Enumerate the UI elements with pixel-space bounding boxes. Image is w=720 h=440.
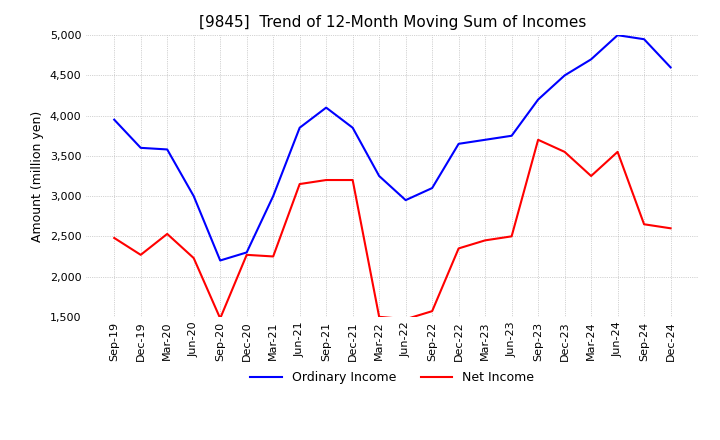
Ordinary Income bbox=[136, 145, 145, 150]
Net Income bbox=[216, 316, 225, 321]
Net Income bbox=[269, 254, 277, 259]
Ordinary Income bbox=[454, 141, 463, 147]
Net Income bbox=[163, 231, 171, 237]
Net Income bbox=[136, 252, 145, 257]
Ordinary Income bbox=[216, 258, 225, 263]
Net Income bbox=[560, 149, 569, 154]
Ordinary Income bbox=[375, 173, 384, 179]
Net Income bbox=[428, 308, 436, 314]
Title: [9845]  Trend of 12-Month Moving Sum of Incomes: [9845] Trend of 12-Month Moving Sum of I… bbox=[199, 15, 586, 30]
Ordinary Income bbox=[322, 105, 330, 110]
Ordinary Income bbox=[640, 37, 649, 42]
Ordinary Income bbox=[189, 194, 198, 199]
Net Income bbox=[401, 316, 410, 322]
Net Income bbox=[295, 181, 304, 187]
Net Income bbox=[534, 137, 542, 143]
Line: Net Income: Net Income bbox=[114, 140, 670, 319]
Ordinary Income bbox=[110, 117, 119, 122]
Net Income bbox=[348, 177, 357, 183]
Net Income bbox=[243, 252, 251, 257]
Net Income bbox=[481, 238, 490, 243]
Ordinary Income bbox=[560, 73, 569, 78]
Ordinary Income bbox=[534, 97, 542, 102]
Ordinary Income bbox=[295, 125, 304, 130]
Ordinary Income bbox=[613, 33, 622, 38]
Ordinary Income bbox=[587, 57, 595, 62]
Net Income bbox=[110, 235, 119, 241]
Net Income bbox=[454, 246, 463, 251]
Net Income bbox=[322, 177, 330, 183]
Ordinary Income bbox=[666, 65, 675, 70]
Net Income bbox=[189, 256, 198, 261]
Net Income bbox=[640, 222, 649, 227]
Ordinary Income bbox=[401, 198, 410, 203]
Ordinary Income bbox=[269, 194, 277, 199]
Net Income bbox=[375, 314, 384, 319]
Ordinary Income bbox=[508, 133, 516, 139]
Ordinary Income bbox=[163, 147, 171, 152]
Legend: Ordinary Income, Net Income: Ordinary Income, Net Income bbox=[246, 367, 539, 389]
Ordinary Income bbox=[348, 125, 357, 130]
Net Income bbox=[587, 173, 595, 179]
Ordinary Income bbox=[481, 137, 490, 143]
Ordinary Income bbox=[428, 185, 436, 191]
Line: Ordinary Income: Ordinary Income bbox=[114, 35, 670, 260]
Ordinary Income bbox=[243, 250, 251, 255]
Net Income bbox=[613, 149, 622, 154]
Y-axis label: Amount (million yen): Amount (million yen) bbox=[32, 110, 45, 242]
Net Income bbox=[508, 234, 516, 239]
Net Income bbox=[666, 226, 675, 231]
